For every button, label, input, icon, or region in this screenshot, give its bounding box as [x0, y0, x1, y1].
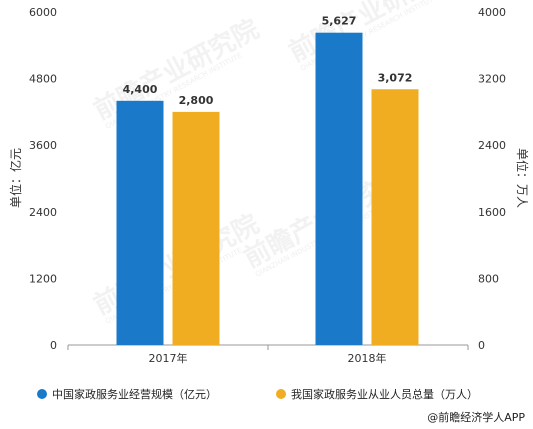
- x-tick-label: 2017年: [149, 351, 188, 365]
- y-tick-label-left: 2400: [29, 206, 57, 219]
- bar-workers-2017年: [172, 111, 220, 346]
- x-axis-categories: 2017年 2018年: [67, 345, 469, 365]
- legend-label-scale: 中国家政服务业经营规模（亿元）: [52, 387, 217, 401]
- legend-label-workers: 我国家政服务业从业人员总量（万人）: [291, 387, 478, 401]
- bars: [116, 32, 419, 346]
- data-label: 2,800: [179, 94, 214, 107]
- bar-workers-2018年: [371, 89, 419, 345]
- legend-marker-scale: [37, 389, 47, 399]
- data-label: 5,627: [322, 15, 357, 28]
- legend-marker-workers: [276, 389, 286, 399]
- y-axis-title-right: 单位：万人: [515, 148, 530, 208]
- y-tick-label-left: 0: [50, 339, 57, 352]
- y-axis-ticks-right: 0 800 1600 2400 3200 4000: [478, 6, 506, 352]
- y-tick-label-left: 4800: [29, 73, 57, 86]
- y-tick-label-right: 800: [478, 272, 499, 285]
- source-credit: @前瞻经济学人APP: [427, 410, 525, 424]
- data-label: 4,400: [123, 83, 158, 96]
- y-tick-label-right: 0: [478, 339, 485, 352]
- y-axis-ticks-left: 0 1200 2400 3600 4800 6000: [29, 6, 57, 352]
- bar-scale-2018年: [315, 32, 363, 345]
- x-tick-label: 2018年: [348, 351, 387, 365]
- y-tick-label-left: 6000: [29, 6, 57, 19]
- legend: 中国家政服务业经营规模（亿元） 我国家政服务业从业人员总量（万人）: [37, 387, 478, 401]
- y-tick-label-right: 2400: [478, 139, 506, 152]
- y-axis-title-left: 单位：亿元: [8, 148, 23, 208]
- y-tick-label-left: 1200: [29, 272, 57, 285]
- watermark-text: 前瞻产业研究院: [89, 13, 264, 126]
- y-tick-label-right: 3200: [478, 73, 506, 86]
- data-labels: 4,400 5,627 2,800 3,072: [123, 15, 413, 107]
- y-tick-label-right: 1600: [478, 206, 506, 219]
- y-tick-label-left: 3600: [29, 139, 57, 152]
- data-label: 3,072: [378, 71, 413, 84]
- y-tick-label-right: 4000: [478, 6, 506, 19]
- bar-scale-2017年: [116, 100, 164, 345]
